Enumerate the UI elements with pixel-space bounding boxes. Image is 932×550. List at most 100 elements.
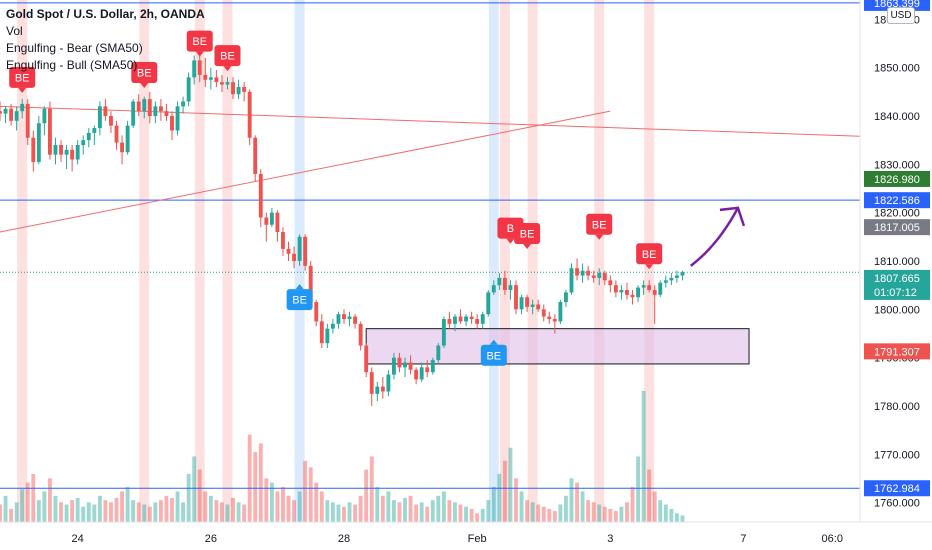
time-tick-label: 3 xyxy=(607,533,613,545)
marker-label: BE xyxy=(292,295,307,307)
marker-box xyxy=(214,45,241,67)
candle xyxy=(31,130,36,172)
candle xyxy=(575,258,579,281)
candle-body xyxy=(647,285,652,290)
volume-bar xyxy=(364,469,369,522)
candle xyxy=(397,352,402,373)
candle xyxy=(75,140,80,165)
volume-bar xyxy=(414,504,419,522)
candle-body xyxy=(597,273,602,278)
volume-bar xyxy=(319,491,324,522)
marker-box xyxy=(131,62,158,83)
volume-bar xyxy=(192,456,197,522)
marker-pointer xyxy=(506,238,515,244)
candle xyxy=(625,282,629,300)
candle xyxy=(403,357,407,377)
currency-badge[interactable]: USD xyxy=(887,7,915,24)
candle-body xyxy=(114,125,119,143)
volume-bar xyxy=(425,506,430,522)
candle-body xyxy=(219,82,224,85)
candle xyxy=(525,294,530,312)
candle-body xyxy=(336,314,341,324)
candle-body xyxy=(430,360,435,373)
candle-body xyxy=(103,106,108,116)
volume-bar xyxy=(625,502,629,522)
candle xyxy=(647,280,652,293)
marker-pointer xyxy=(489,339,498,345)
volume-bar xyxy=(375,487,380,522)
marker-pointer xyxy=(18,87,27,93)
volume-bar xyxy=(25,482,30,522)
price-label-box xyxy=(864,219,930,236)
candle-body xyxy=(36,123,41,162)
candle-body xyxy=(447,319,452,324)
volume-bar xyxy=(330,502,335,522)
candle-body xyxy=(608,280,613,286)
candle xyxy=(602,270,607,286)
candle xyxy=(131,99,136,129)
marker-pointer xyxy=(595,234,604,240)
volume-bar xyxy=(303,460,308,522)
candle xyxy=(53,137,58,165)
indicator-volume[interactable]: Vol xyxy=(6,24,23,38)
candle-body xyxy=(358,323,363,346)
candle-body xyxy=(491,285,496,293)
candle xyxy=(330,319,335,334)
indicator-engulfing-bull[interactable]: Engulfing - Bull (SMA50) xyxy=(6,58,138,72)
volume-bar xyxy=(652,491,657,522)
marker-label: BE xyxy=(592,219,607,231)
candle-body xyxy=(214,77,219,83)
volume-bar xyxy=(86,502,91,522)
marker-label: BE xyxy=(15,72,30,84)
symbol-title[interactable]: Gold Spot / U.S. Dollar, 2h, OANDA xyxy=(6,7,205,21)
candle xyxy=(536,299,541,312)
candle xyxy=(669,273,674,286)
volume-bar xyxy=(20,489,25,522)
candle xyxy=(42,106,47,136)
candle xyxy=(153,101,158,124)
marker-label: BE xyxy=(137,68,152,80)
candle xyxy=(375,381,380,402)
candle-body xyxy=(319,321,324,344)
candle xyxy=(547,311,552,324)
volume-bar xyxy=(109,502,113,522)
volume-bar xyxy=(64,504,69,522)
volume-bar xyxy=(447,500,452,522)
candle xyxy=(158,99,163,121)
marker-label: BE xyxy=(642,249,657,261)
candle-body xyxy=(625,290,629,295)
candle-body xyxy=(197,60,202,75)
candle xyxy=(447,311,452,329)
volume-bar xyxy=(386,491,391,522)
candle xyxy=(552,314,557,334)
price-label-text: 1762.984 xyxy=(874,483,920,495)
volume-bar xyxy=(680,515,685,522)
candle xyxy=(674,270,679,283)
candle xyxy=(408,355,413,375)
volume-bar xyxy=(281,487,285,522)
candle xyxy=(236,79,241,100)
candle xyxy=(36,116,41,165)
volume-bar xyxy=(297,491,302,522)
price-label-box xyxy=(864,343,930,360)
candle xyxy=(380,377,385,399)
indicator-engulfing-bear[interactable]: Engulfing - Bear (SMA50) xyxy=(6,41,143,55)
candle xyxy=(70,145,75,172)
bear-engulfing-marker: BE xyxy=(514,222,541,249)
candle-body xyxy=(236,87,241,95)
candle xyxy=(59,140,63,162)
price-label-box xyxy=(864,0,930,11)
candle xyxy=(419,362,424,382)
volume-bar xyxy=(114,497,119,522)
candle xyxy=(613,280,618,298)
volume-bar xyxy=(663,504,668,522)
price-tick-label: 1820.000 xyxy=(874,208,920,220)
candle-body xyxy=(580,270,585,276)
volume-bar xyxy=(397,502,402,522)
candle-body xyxy=(297,236,302,261)
price-label-text: 1791.307 xyxy=(874,346,920,358)
candle-body xyxy=(25,103,30,138)
volume-bar xyxy=(353,504,358,522)
marker-pointer xyxy=(523,243,532,249)
